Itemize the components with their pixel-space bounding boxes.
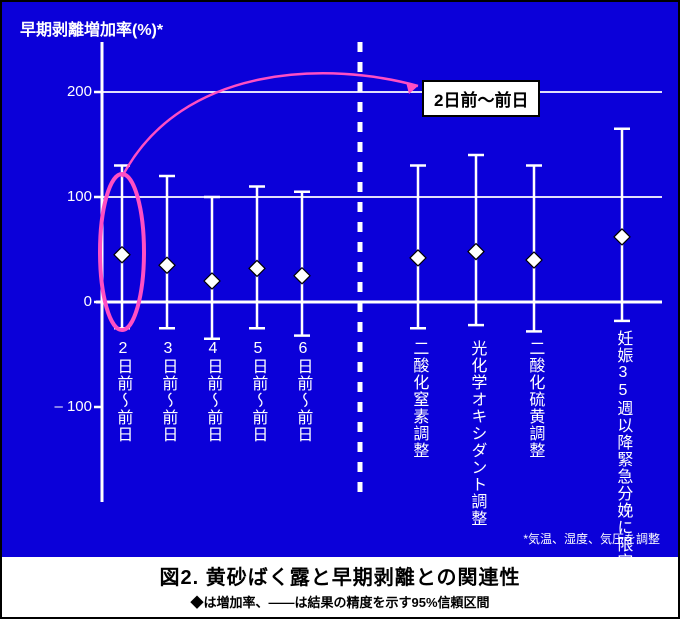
y-axis-title: 早期剥離増加率(%)* [20, 16, 163, 40]
point-marker [114, 247, 130, 263]
chart-footnote: *気温、湿度、気圧を調整 [523, 530, 660, 547]
x-category-label: 6日前～前日 [293, 340, 311, 443]
point-marker [204, 273, 220, 289]
point-marker [468, 244, 484, 260]
x-category-label: 妊娠35週以降緊急分娩に限定 [613, 330, 631, 557]
callout-text: 2日前～前日 [434, 91, 528, 110]
x-category-label: 二酸化硫黄調整 [525, 340, 543, 459]
y-tick-label: – 100 [42, 398, 92, 415]
callout-box: 2日前～前日 [422, 80, 540, 117]
point-marker [526, 252, 542, 268]
callout-arrow [122, 73, 418, 177]
chart-panel: 早期剥離増加率(%)* *気温、湿度、気圧を調整 2日前～前日 – 100 0 10… [2, 2, 678, 557]
y-tick-label: 0 [42, 293, 92, 310]
x-category-label: 2日前～前日 [113, 340, 131, 443]
figure-frame: 早期剥離増加率(%)* *気温、湿度、気圧を調整 2日前～前日 – 100 0 10… [0, 0, 680, 619]
x-category-label: 二酸化窒素調整 [409, 340, 427, 459]
point-marker [159, 257, 175, 273]
point-marker [410, 250, 426, 266]
x-category-label: 4日前～前日 [203, 340, 221, 443]
x-category-label: 光化学オキシダント調整 [467, 340, 485, 527]
chart-svg [2, 2, 678, 557]
point-marker [614, 229, 630, 245]
figure-legend: ◆は増加率、――は結果の精度を示す95%信頼区間 [2, 592, 678, 611]
point-marker [294, 268, 310, 284]
x-category-label: 3日前～前日 [158, 340, 176, 443]
y-tick-label: 100 [42, 188, 92, 205]
figure-caption: 図2. 黄砂ばく露と早期剥離との関連性 ◆は増加率、――は結果の精度を示す95%… [2, 557, 678, 617]
point-marker [249, 260, 265, 276]
y-tick-label: 200 [42, 83, 92, 100]
x-category-label: 5日前～前日 [248, 340, 266, 443]
figure-title: 図2. 黄砂ばく露と早期剥離との関連性 [2, 561, 678, 590]
